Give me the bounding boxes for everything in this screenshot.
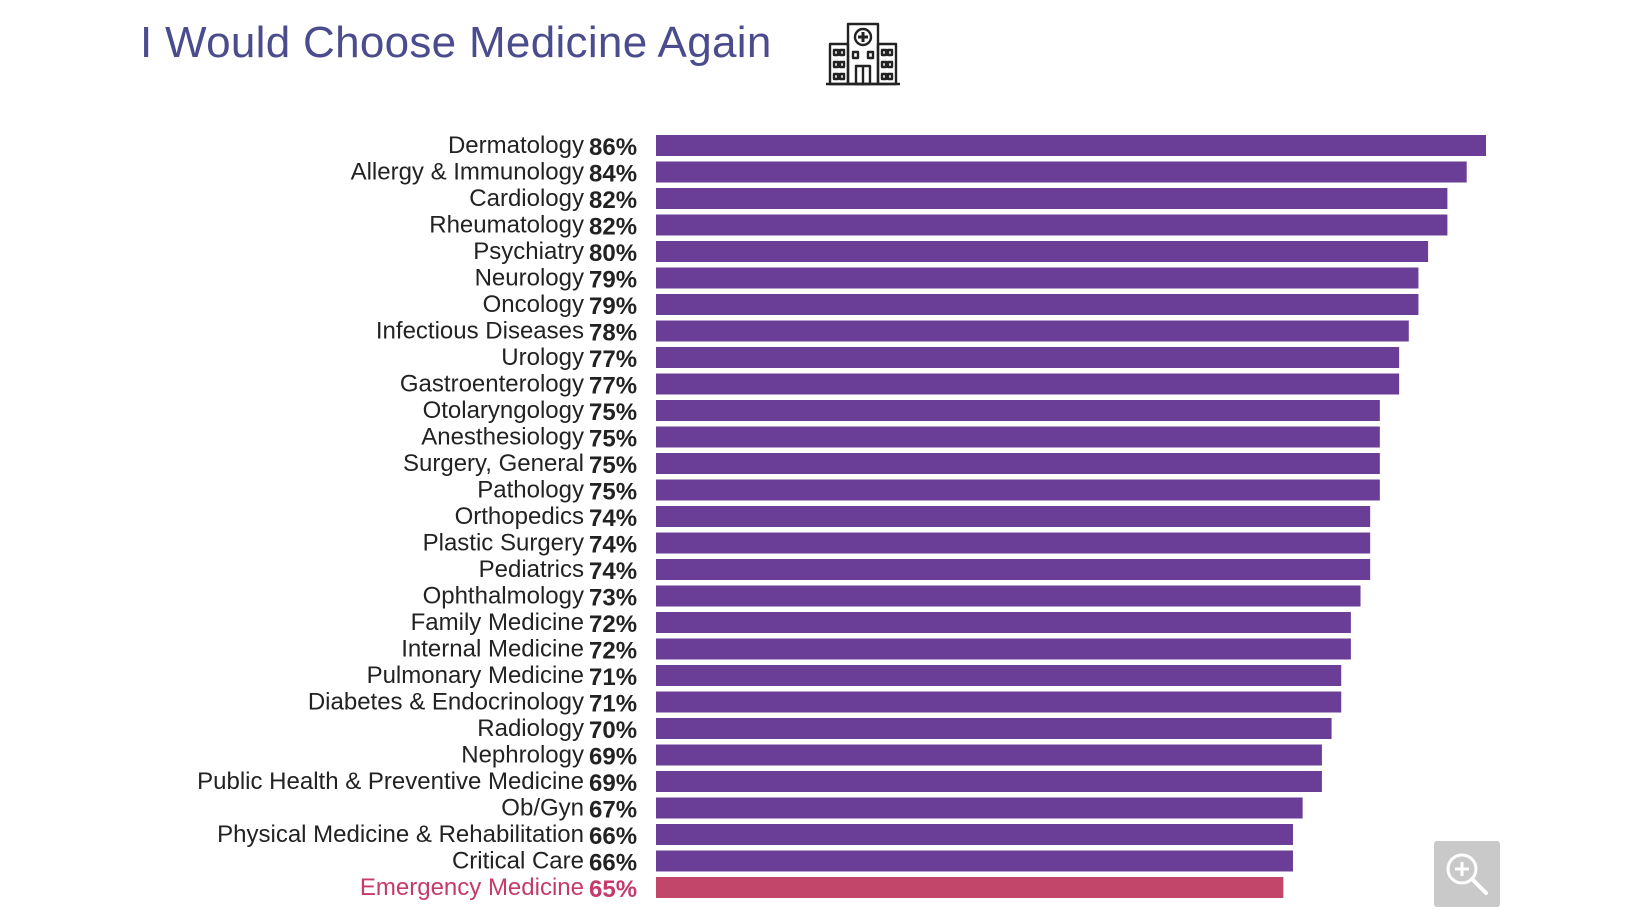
category-label: Ob/Gyn bbox=[501, 795, 584, 822]
category-label: Family Medicine bbox=[411, 609, 584, 636]
value-label: 67% bbox=[589, 797, 637, 824]
category-label: Pathology bbox=[477, 477, 584, 504]
bar bbox=[656, 453, 1380, 474]
category-label: Otolaryngology bbox=[423, 397, 584, 424]
category-label: Gastroenterology bbox=[400, 371, 584, 398]
value-label: 79% bbox=[589, 267, 637, 294]
category-label: Plastic Surgery bbox=[423, 530, 584, 557]
bar bbox=[656, 771, 1322, 792]
category-label: Orthopedics bbox=[455, 503, 584, 530]
category-label: Diabetes & Endocrinology bbox=[308, 689, 584, 716]
bar bbox=[656, 373, 1400, 395]
bar bbox=[656, 320, 1409, 342]
category-label: Ophthalmology bbox=[423, 583, 584, 610]
bar bbox=[656, 850, 1293, 872]
value-label: 65% bbox=[589, 876, 637, 903]
bar bbox=[656, 347, 1400, 368]
bar bbox=[656, 400, 1380, 421]
value-label: 82% bbox=[589, 187, 637, 214]
category-label: Psychiatry bbox=[473, 238, 584, 265]
value-label: 82% bbox=[589, 214, 637, 241]
value-label: 71% bbox=[589, 691, 637, 718]
bar bbox=[656, 161, 1467, 183]
bar bbox=[656, 294, 1419, 315]
bar bbox=[656, 744, 1322, 766]
value-label: 79% bbox=[589, 293, 637, 320]
bar bbox=[656, 612, 1351, 633]
category-label: Pediatrics bbox=[479, 556, 584, 583]
value-label: 80% bbox=[589, 240, 637, 267]
category-label: Rheumatology bbox=[429, 212, 584, 239]
value-label: 70% bbox=[589, 717, 637, 744]
category-label: Pulmonary Medicine bbox=[367, 662, 584, 689]
bar bbox=[656, 267, 1419, 289]
bar bbox=[656, 824, 1293, 845]
value-label: 66% bbox=[589, 823, 637, 850]
bar bbox=[656, 718, 1332, 739]
bar bbox=[656, 214, 1448, 236]
category-label: Urology bbox=[501, 344, 584, 371]
value-label: 74% bbox=[589, 532, 637, 559]
category-label: Physical Medicine & Rehabilitation bbox=[217, 821, 584, 848]
value-label: 75% bbox=[589, 399, 637, 426]
category-label: Anesthesiology bbox=[421, 424, 584, 451]
value-label: 75% bbox=[589, 479, 637, 506]
value-label: 86% bbox=[589, 134, 637, 161]
category-label: Infectious Diseases bbox=[376, 318, 584, 345]
category-label: Radiology bbox=[477, 715, 584, 742]
bar bbox=[656, 691, 1342, 713]
bar bbox=[656, 479, 1380, 501]
bar bbox=[656, 241, 1429, 262]
value-label: 71% bbox=[589, 664, 637, 691]
category-label: Neurology bbox=[475, 265, 584, 292]
zoom-in-icon bbox=[1446, 853, 1488, 895]
bar bbox=[656, 188, 1448, 209]
chart-title: I Would Choose Medicine Again bbox=[140, 18, 772, 67]
bar bbox=[656, 877, 1284, 898]
category-label: Emergency Medicine bbox=[360, 874, 584, 901]
hospital-icon bbox=[826, 22, 900, 86]
value-label: 66% bbox=[589, 850, 637, 877]
value-label: 77% bbox=[589, 373, 637, 400]
category-label: Critical Care bbox=[452, 848, 584, 875]
category-label: Public Health & Preventive Medicine bbox=[197, 768, 584, 795]
category-label: Cardiology bbox=[469, 185, 584, 212]
bar bbox=[656, 797, 1303, 819]
value-label: 74% bbox=[589, 505, 637, 532]
bar bbox=[656, 426, 1380, 448]
value-label: 78% bbox=[589, 320, 637, 347]
value-label: 75% bbox=[589, 452, 637, 479]
value-label: 72% bbox=[589, 611, 637, 638]
category-label: Nephrology bbox=[461, 742, 584, 769]
category-label: Allergy & Immunology bbox=[351, 159, 584, 186]
value-label: 69% bbox=[589, 744, 637, 771]
bar bbox=[656, 638, 1351, 660]
value-label: 72% bbox=[589, 638, 637, 665]
value-label: 77% bbox=[589, 346, 637, 373]
zoom-button[interactable] bbox=[1434, 841, 1500, 907]
bar bbox=[656, 532, 1371, 554]
category-label: Surgery, General bbox=[403, 450, 584, 477]
value-label: 84% bbox=[589, 161, 637, 188]
bar bbox=[656, 585, 1361, 607]
category-label: Internal Medicine bbox=[401, 636, 584, 663]
bar bbox=[656, 506, 1371, 527]
category-label: Oncology bbox=[483, 291, 584, 318]
value-label: 69% bbox=[589, 770, 637, 797]
value-label: 75% bbox=[589, 426, 637, 453]
bar bbox=[656, 135, 1486, 156]
bar bbox=[656, 559, 1371, 580]
value-label: 74% bbox=[589, 558, 637, 585]
category-label: Dermatology bbox=[448, 132, 584, 159]
bar bbox=[656, 665, 1342, 686]
value-label: 73% bbox=[589, 585, 637, 612]
